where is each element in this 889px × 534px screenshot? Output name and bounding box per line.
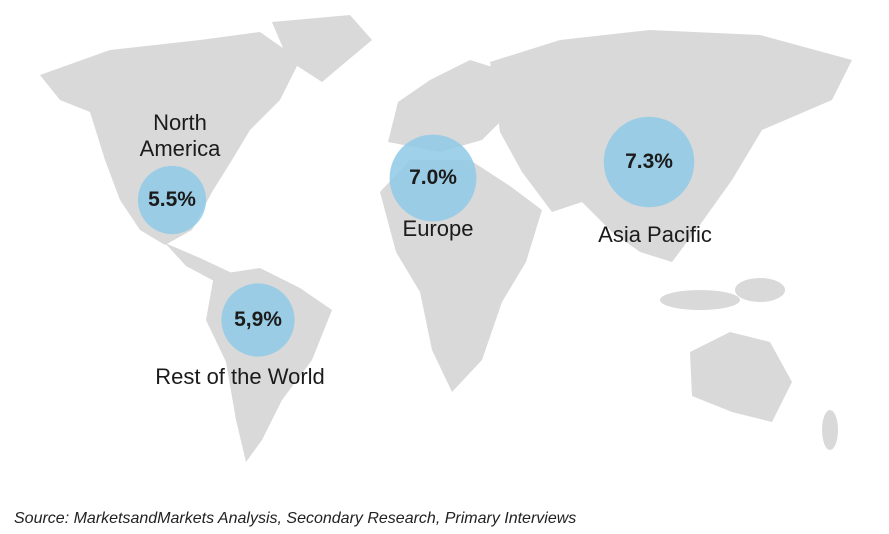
islands [735, 278, 785, 302]
region-name: Europe [402, 216, 474, 241]
australia [690, 332, 792, 422]
europe [388, 60, 512, 152]
bubble [137, 165, 207, 235]
value-label: 7.3% [625, 150, 673, 173]
region-name: Asia Pacific [598, 222, 712, 247]
greenland [272, 15, 372, 82]
central-america [165, 243, 232, 282]
value-label: 5.5% [148, 188, 196, 211]
north-america [40, 32, 300, 245]
new-zealand [822, 410, 838, 450]
continents [40, 15, 852, 462]
value-label: 5,9% [234, 308, 282, 331]
bubble [221, 283, 295, 357]
source-note: Source: MarketsandMarkets Analysis, Seco… [14, 510, 577, 527]
bubble [603, 116, 695, 208]
islands [660, 290, 740, 310]
region-name: Rest of the World [155, 364, 325, 389]
bubble [389, 134, 477, 222]
world-map [40, 15, 852, 462]
value-label: 7.0% [409, 166, 457, 189]
region-name: North America [139, 110, 221, 161]
